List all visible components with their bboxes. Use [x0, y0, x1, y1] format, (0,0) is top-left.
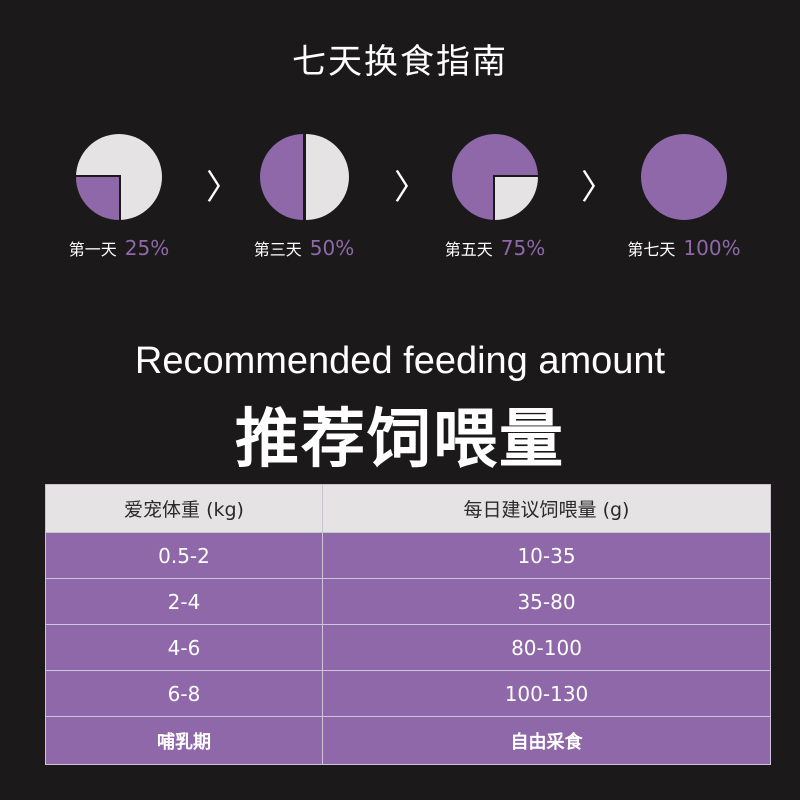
step-1: 第一天 25%: [29, 132, 209, 260]
day-label: 第三天: [253, 240, 302, 259]
pie-full: [641, 134, 727, 220]
step-label: 第五天 75%: [405, 236, 585, 260]
table-row: 0.5-2 10-35: [45, 532, 771, 579]
percent-label: 50%: [309, 236, 355, 260]
pie-chart-icon: [75, 134, 162, 221]
table-row: 4-6 80-100: [45, 624, 771, 671]
cell-weight: 哺乳期: [45, 716, 323, 765]
subtitle-english: Recommended feeding amount: [134, 340, 666, 382]
table-header: 爱宠体重 (kg) 每日建议饲喂量 (g): [45, 484, 771, 533]
cell-weight: 4-6: [45, 624, 323, 671]
page-title: 七天换食指南: [292, 42, 508, 82]
step-3: 第五天 75%: [405, 132, 585, 260]
pie-light: [306, 134, 349, 220]
table-row: 哺乳期 自由采食: [45, 716, 771, 765]
chevron-right-icon: 〉: [394, 168, 428, 208]
cell-amount: 80-100: [322, 624, 771, 671]
chevron-right-icon: 〉: [206, 168, 240, 208]
cell-weight: 2-4: [45, 578, 323, 625]
pie-purple: [260, 134, 303, 220]
cell-amount: 100-130: [322, 670, 771, 717]
step-label: 第一天 25%: [29, 236, 209, 260]
step-2: 第三天 50%: [214, 132, 394, 260]
table-row: 6-8 100-130: [45, 670, 771, 717]
table-row: 2-4 35-80: [45, 578, 771, 625]
pie-purple: [76, 177, 119, 220]
step-label: 第三天 50%: [214, 236, 394, 260]
percent-label: 100%: [683, 236, 741, 260]
percent-label: 75%: [500, 236, 546, 260]
percent-label: 25%: [124, 236, 170, 260]
cell-amount: 自由采食: [322, 716, 771, 765]
feeding-table: 爱宠体重 (kg) 每日建议饲喂量 (g) 0.5-2 10-35 2-4 35-8…: [45, 484, 771, 765]
day-label: 第一天: [68, 240, 117, 259]
cell-weight: 0.5-2: [45, 532, 323, 579]
subtitle-chinese: 推荐饲喂量: [235, 403, 565, 477]
pie-chart-icon: [452, 134, 539, 221]
pie-light: [495, 177, 538, 220]
cell-amount: 10-35: [322, 532, 771, 579]
header-amount: 每日建议饲喂量 (g): [322, 484, 771, 533]
pie-chart-icon: [260, 134, 349, 220]
pie-chart-icon: [641, 134, 727, 220]
day-label: 第七天: [627, 240, 676, 259]
day-label: 第五天: [444, 240, 493, 259]
chevron-right-icon: 〉: [581, 168, 615, 208]
step-label: 第七天 100%: [594, 236, 774, 260]
step-4: 第七天 100%: [594, 132, 774, 260]
cell-amount: 35-80: [322, 578, 771, 625]
cell-weight: 6-8: [45, 670, 323, 717]
header-weight: 爱宠体重 (kg): [45, 484, 323, 533]
